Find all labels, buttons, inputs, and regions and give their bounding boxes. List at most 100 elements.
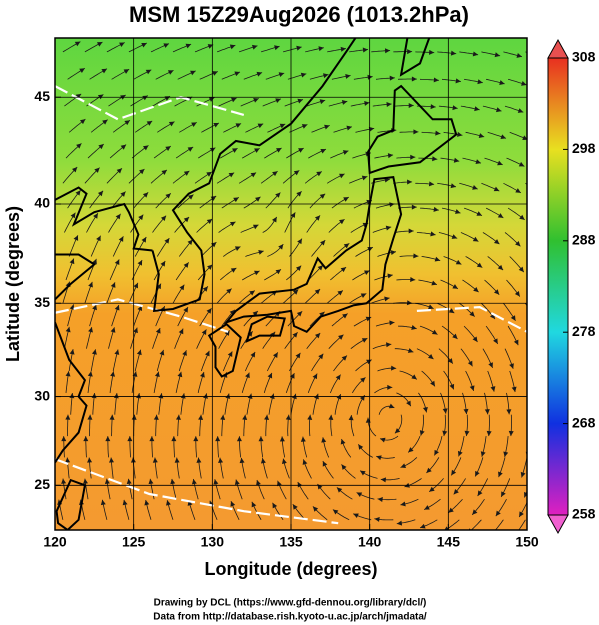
streamline-arrow [102, 119, 108, 125]
streamline-arrow [202, 286, 208, 292]
streamline-arrow [109, 414, 115, 420]
streamline-arrow [541, 216, 546, 221]
streamline-arrow [341, 100, 348, 105]
streamline-arrow [341, 355, 348, 361]
streamline-arrow [153, 414, 159, 420]
streamline-arrow [472, 51, 479, 57]
streamline-arrow [272, 502, 278, 509]
streamline-arrow [509, 363, 514, 369]
streamline-arrow [499, 80, 505, 85]
streamline-arrow [495, 107, 502, 113]
streamline-arrow [149, 436, 155, 442]
streamline-arrow [65, 457, 71, 463]
streamline-arrow [407, 179, 413, 185]
streamline-arrow [61, 478, 67, 484]
streamline-arrow [101, 68, 107, 74]
streamline-arrow [478, 133, 485, 138]
streamline-arrow [508, 430, 514, 437]
streamline-arrow [335, 374, 341, 381]
streamline-arrow [495, 510, 501, 517]
streamline-arrow [251, 44, 258, 50]
streamline-arrow [224, 330, 230, 336]
streamline-arrow [245, 372, 250, 379]
streamline-arrow [497, 264, 504, 271]
streamline-arrow [540, 163, 546, 168]
coastline [55, 253, 97, 301]
streamline-arrow [521, 81, 527, 86]
streamline-arrow [113, 393, 119, 399]
streamline-arrow [376, 455, 382, 461]
streamline-arrow [88, 327, 93, 333]
streamline-arrow [256, 71, 263, 77]
streamline-arrow [114, 259, 120, 265]
streamline-arrow [278, 72, 285, 78]
streamline-arrow [254, 270, 260, 276]
x-tick-label: 120 [43, 534, 67, 550]
streamline-arrow [497, 160, 503, 166]
streamline-arrow [167, 70, 174, 75]
streamline-arrow [477, 79, 483, 85]
streamline-arrow [360, 377, 366, 383]
streamline-arrow [272, 216, 277, 223]
streamline-arrow [540, 109, 546, 114]
streamline-arrow [159, 349, 165, 356]
streamline-arrow [301, 124, 308, 129]
streamline-arrow [119, 42, 125, 48]
streamline-arrow [83, 436, 89, 442]
streamline-arrow [362, 47, 369, 53]
footer-line: Data from http://database.rish.kyoto-u.a… [153, 612, 427, 623]
streamline-arrow [230, 267, 237, 273]
streamline-arrow [137, 305, 143, 312]
land-outline [399, 38, 431, 77]
streamline-arrow [87, 414, 93, 420]
streamline-arrow [361, 175, 368, 181]
streamline-arrow [175, 414, 181, 420]
streamline-arrow [368, 126, 375, 132]
colorbar-tick-label: 308 [572, 49, 596, 65]
streamline-arrow [300, 72, 307, 78]
streamline-arrow [297, 98, 303, 104]
streamline-arrow [488, 362, 493, 368]
streamline-arrow [318, 353, 324, 360]
streamline-arrow [385, 225, 392, 231]
streamline-arrow [514, 291, 520, 297]
streamline-arrow [296, 191, 302, 197]
streamline-arrow [444, 526, 449, 530]
streamline-arrow [180, 393, 186, 399]
streamline-arrow [364, 100, 370, 106]
streamline-arrow [183, 306, 189, 313]
streamline-arrow [285, 414, 291, 420]
streamline-arrow [272, 352, 278, 358]
streamline-arrow [340, 267, 347, 273]
streamline-arrow [296, 45, 302, 51]
streamline-arrow [324, 124, 330, 130]
streamline-arrow [277, 480, 282, 487]
coastline [151, 38, 357, 313]
streamline-arrow [408, 228, 414, 234]
streamline [518, 519, 526, 530]
streamline-arrow [431, 329, 438, 335]
streamline-arrow [387, 273, 393, 279]
streamline-arrow [163, 43, 169, 48]
streamline-arrow [164, 238, 170, 244]
streamline-arrow [133, 282, 139, 289]
streamline-arrow [430, 104, 436, 110]
streamline-arrow [422, 406, 428, 413]
streamline-arrow [75, 93, 82, 99]
streamline-arrow [242, 414, 248, 421]
streamline-arrow [229, 44, 236, 50]
streamline-arrow [448, 507, 454, 513]
streamline-arrow [428, 181, 435, 187]
streamline-arrow [380, 437, 386, 443]
streamline-arrow [110, 371, 116, 377]
streamline-arrow [493, 289, 500, 295]
streamline-arrow [296, 311, 303, 317]
streamline-arrow [123, 69, 130, 74]
streamline-arrow [116, 168, 123, 174]
streamline-arrow [411, 76, 417, 82]
streamline-arrow [289, 373, 295, 379]
streamline-arrow [239, 457, 245, 464]
streamline-arrow [281, 458, 287, 464]
streamline-arrow [75, 190, 81, 196]
streamline-arrow [293, 170, 300, 176]
